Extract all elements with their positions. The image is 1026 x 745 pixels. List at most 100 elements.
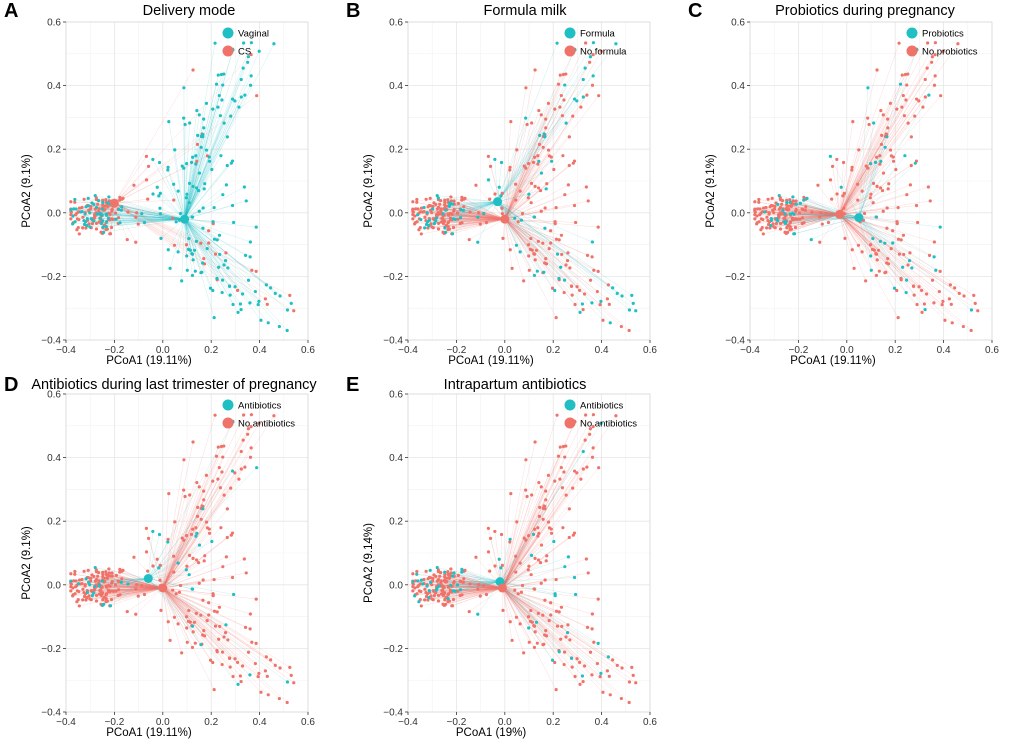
data-point: [221, 83, 225, 87]
spider-line: [502, 535, 574, 589]
data-point: [895, 107, 899, 111]
spider-line: [98, 582, 163, 589]
spider-line: [839, 214, 902, 279]
spider-line: [162, 587, 203, 636]
spider-line: [790, 202, 859, 218]
spider-line: [184, 169, 212, 220]
data-point: [895, 288, 899, 293]
spider-line: [427, 587, 503, 594]
data-point: [166, 537, 170, 541]
x-tick-label: 0.4: [253, 345, 267, 356]
spider-line: [430, 210, 505, 220]
data-point: [892, 159, 896, 163]
data-point: [411, 200, 415, 204]
spider-line: [79, 579, 163, 589]
spider-line: [162, 587, 230, 659]
spider-line: [499, 534, 534, 582]
data-point: [173, 520, 177, 524]
y-axis-title: PCoA2 (9.1%): [21, 526, 33, 600]
data-point: [80, 210, 84, 214]
data-point: [581, 307, 585, 312]
data-point: [229, 533, 233, 537]
data-point: [204, 101, 209, 105]
data-point: [239, 77, 243, 82]
spider-line: [497, 201, 561, 268]
spider-line: [504, 75, 561, 220]
spider-line: [448, 581, 501, 599]
data-point: [421, 582, 425, 586]
panel-title: Formula milk: [483, 3, 567, 19]
data-point: [244, 199, 248, 203]
data-point: [210, 539, 214, 544]
data-point: [915, 302, 919, 307]
data-point: [904, 290, 908, 295]
data-point: [202, 187, 206, 191]
spider-line: [497, 162, 502, 202]
data-point: [530, 121, 534, 125]
data-point: [537, 108, 541, 113]
data-point: [441, 588, 445, 592]
spider-line: [839, 149, 859, 215]
spider-line: [830, 156, 860, 218]
data-point: [500, 191, 504, 196]
spider-line: [497, 43, 558, 202]
data-point: [458, 593, 462, 598]
data-point: [416, 207, 420, 211]
spider-line: [839, 79, 926, 215]
spider-line: [839, 169, 896, 215]
data-point: [554, 609, 559, 613]
data-point: [259, 690, 263, 694]
spider-line: [114, 69, 194, 204]
data-point: [898, 82, 903, 86]
data-point: [195, 159, 199, 163]
data-point: [419, 232, 423, 236]
x-tick-label: 0.6: [643, 345, 657, 356]
data-point: [883, 145, 887, 149]
y-tick-label: 0.2: [389, 145, 403, 156]
data-point: [196, 560, 201, 565]
spider-line: [162, 587, 218, 652]
y-tick-label: 0.6: [389, 18, 403, 29]
data-point: [575, 471, 579, 475]
data-point: [431, 226, 435, 230]
spider-line: [839, 214, 933, 281]
data-point: [538, 133, 542, 137]
data-point: [80, 577, 84, 582]
spider-line: [794, 217, 859, 234]
spider-line: [497, 42, 594, 202]
spider-line: [160, 219, 185, 239]
data-point: [140, 212, 144, 216]
spider-line: [839, 214, 875, 251]
data-point: [554, 315, 558, 320]
data-point: [869, 268, 873, 272]
data-point: [216, 477, 220, 481]
data-point: [100, 207, 104, 211]
spider-line: [167, 169, 185, 220]
data-point: [538, 188, 543, 193]
data-point: [184, 196, 188, 200]
spider-line: [497, 161, 552, 202]
spider-line: [839, 144, 882, 215]
data-point: [614, 414, 618, 418]
spider-line: [85, 587, 163, 601]
spider-line: [426, 199, 505, 220]
data-point: [443, 203, 447, 207]
spider-line: [184, 207, 215, 220]
data-point: [788, 212, 792, 216]
data-point: [850, 165, 854, 169]
spider-line: [463, 578, 503, 589]
spider-line: [101, 587, 163, 596]
data-point: [220, 470, 224, 474]
data-point: [950, 321, 954, 325]
data-point: [199, 643, 203, 647]
data-point: [221, 193, 225, 197]
group-centroid: [497, 583, 507, 593]
spider-line: [839, 165, 867, 215]
spider-line: [162, 456, 217, 589]
data-point: [158, 206, 162, 210]
data-point: [556, 454, 561, 458]
data-point: [943, 318, 947, 322]
data-point: [550, 159, 554, 163]
spider-line: [162, 587, 218, 651]
data-point: [227, 284, 232, 288]
